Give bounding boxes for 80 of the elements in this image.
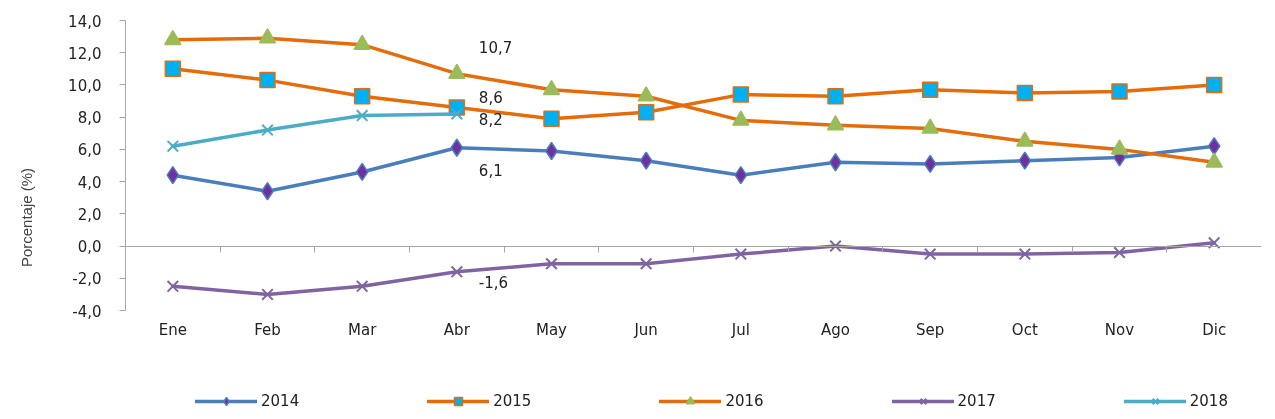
y-tick-label: 8,0 bbox=[77, 109, 102, 128]
point bbox=[355, 162, 369, 182]
y-tick-label: 4,0 bbox=[77, 173, 102, 192]
point bbox=[258, 28, 277, 44]
point bbox=[639, 151, 653, 170]
x-tick-label: Nov bbox=[1104, 320, 1135, 339]
point bbox=[355, 280, 369, 293]
point bbox=[734, 165, 748, 185]
point bbox=[353, 34, 371, 51]
data-label: -1,6 bbox=[478, 273, 509, 292]
point bbox=[637, 86, 655, 102]
point bbox=[827, 87, 844, 105]
x-tick-label: May bbox=[535, 320, 568, 339]
point bbox=[450, 107, 464, 121]
y-tick-label: 14,0 bbox=[68, 12, 102, 31]
x-tick-label: Oct bbox=[1011, 320, 1038, 339]
point bbox=[923, 154, 937, 174]
point bbox=[1207, 136, 1221, 156]
point bbox=[1113, 246, 1126, 259]
point bbox=[542, 79, 561, 96]
x-tick-label: Ene bbox=[158, 320, 187, 339]
x-tick-label: Ago bbox=[821, 320, 850, 339]
legend-label: 2016 bbox=[725, 392, 764, 410]
point bbox=[353, 87, 371, 105]
point bbox=[734, 247, 748, 261]
y-tick-label: 0,0 bbox=[77, 238, 102, 257]
point bbox=[1110, 139, 1129, 155]
point bbox=[1016, 84, 1034, 102]
point bbox=[921, 81, 939, 99]
point bbox=[166, 165, 180, 185]
data-label: 8,6 bbox=[478, 88, 503, 107]
point bbox=[639, 257, 653, 271]
point bbox=[637, 104, 655, 121]
x-tick-label: Sep bbox=[916, 320, 945, 339]
point bbox=[921, 118, 939, 134]
point bbox=[1111, 83, 1128, 100]
y-tick-label: 2,0 bbox=[77, 205, 102, 224]
point bbox=[923, 247, 937, 261]
x-tick-label: Jun bbox=[633, 320, 658, 339]
point bbox=[166, 139, 180, 153]
point bbox=[1205, 152, 1223, 168]
point bbox=[829, 239, 842, 253]
point bbox=[826, 115, 845, 131]
data-label: 10,7 bbox=[478, 38, 513, 57]
legend-label: 2018 bbox=[1189, 392, 1228, 410]
point bbox=[450, 138, 464, 158]
point bbox=[164, 29, 182, 46]
point bbox=[355, 109, 369, 122]
y-tick-label: 10,0 bbox=[68, 76, 102, 95]
point bbox=[543, 110, 560, 128]
point bbox=[261, 288, 274, 301]
point bbox=[166, 280, 180, 293]
point bbox=[1018, 151, 1032, 170]
point bbox=[1205, 76, 1223, 94]
x-tick-label: Abr bbox=[443, 320, 471, 339]
point bbox=[1207, 236, 1221, 250]
point bbox=[164, 60, 182, 78]
legend-label: 2017 bbox=[957, 392, 996, 410]
point bbox=[1016, 131, 1034, 147]
y-tick-label: 6,0 bbox=[77, 141, 102, 160]
point bbox=[259, 71, 276, 89]
x-tick-label: Mar bbox=[348, 320, 378, 339]
y-axis-title: Porcentaje (%) bbox=[18, 167, 36, 268]
x-tick-label: Dic bbox=[1202, 320, 1227, 339]
x-tick-label: Feb bbox=[254, 320, 281, 339]
x-tick-label: Jul bbox=[730, 320, 750, 339]
point bbox=[732, 110, 750, 126]
data-label: 6,1 bbox=[478, 161, 503, 180]
point bbox=[732, 86, 750, 103]
point bbox=[261, 123, 274, 137]
y-tick-label: -4,0 bbox=[72, 302, 102, 321]
data-label: 8,2 bbox=[478, 110, 503, 129]
legend-label: 2014 bbox=[261, 392, 300, 410]
y-tick-label: -2,0 bbox=[72, 270, 102, 289]
point bbox=[450, 265, 464, 279]
point bbox=[448, 63, 466, 80]
point bbox=[1018, 247, 1032, 261]
point bbox=[545, 257, 558, 271]
y-tick-label: 12,0 bbox=[68, 44, 102, 63]
legend-label: 2015 bbox=[493, 392, 532, 410]
